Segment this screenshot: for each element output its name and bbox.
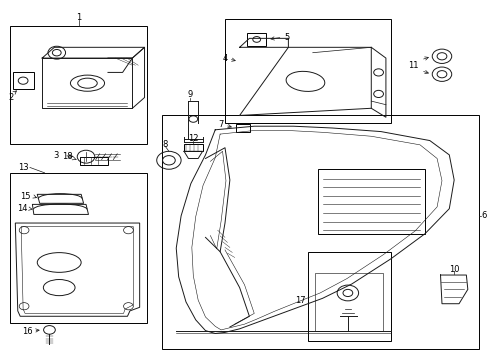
- Text: 16: 16: [22, 327, 32, 336]
- Bar: [161, 116, 478, 348]
- Text: 2: 2: [8, 93, 13, 102]
- Text: 12: 12: [188, 134, 198, 143]
- Text: 5: 5: [284, 33, 289, 42]
- Text: 6: 6: [480, 211, 486, 220]
- Bar: [10, 26, 147, 144]
- Text: 1: 1: [76, 13, 81, 22]
- Text: 11: 11: [408, 61, 418, 70]
- Text: 13: 13: [18, 163, 28, 172]
- Bar: [315, 273, 383, 330]
- Text: 14: 14: [17, 204, 27, 213]
- Bar: [307, 252, 390, 341]
- Text: 18: 18: [61, 152, 72, 161]
- Bar: [235, 125, 250, 132]
- Text: 7: 7: [218, 120, 224, 129]
- Text: 10: 10: [448, 265, 459, 274]
- Bar: [317, 169, 424, 234]
- Bar: [246, 33, 266, 45]
- Text: 4: 4: [222, 54, 227, 63]
- Bar: [183, 144, 202, 151]
- Text: 17: 17: [294, 296, 305, 305]
- Bar: [224, 19, 390, 123]
- Text: 3: 3: [53, 151, 58, 160]
- Bar: [80, 157, 108, 165]
- Bar: [13, 72, 34, 89]
- Text: 8: 8: [163, 140, 168, 149]
- Bar: [10, 173, 147, 323]
- Text: 15: 15: [20, 192, 31, 201]
- Text: 9: 9: [187, 90, 192, 99]
